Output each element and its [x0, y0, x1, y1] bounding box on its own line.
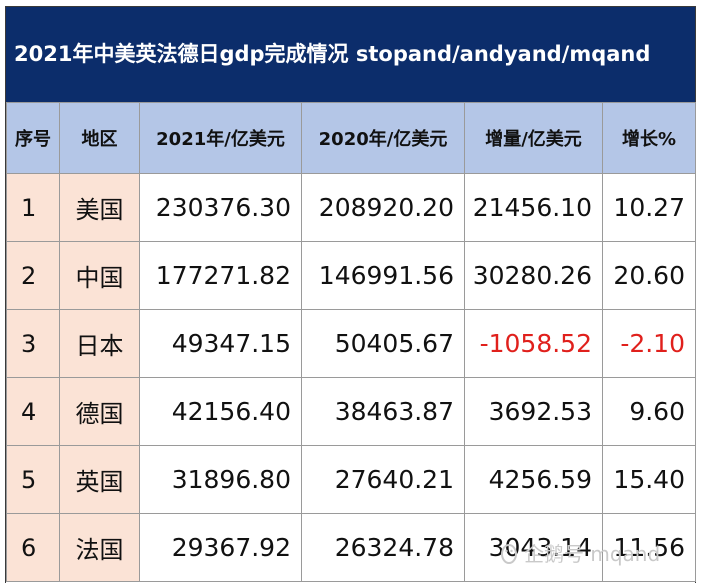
- header-cell-region[interactable]: 地区: [59, 102, 140, 174]
- cell-region[interactable]: 中国: [59, 241, 140, 310]
- table-row: 2 中国 177271.82 146991.56 30280.26 20.60: [6, 241, 696, 310]
- cell-2021[interactable]: 230376.30: [139, 173, 302, 242]
- header-cell-index[interactable]: 序号: [6, 102, 60, 174]
- cell-2021[interactable]: 177271.82: [139, 241, 302, 310]
- cell-2020[interactable]: 50405.67: [301, 309, 465, 378]
- spreadsheet-sheet: 2021年中美英法德日gdp完成情况 stopand/andyand/mqand…: [5, 6, 696, 583]
- cell-index[interactable]: 6: [6, 513, 60, 582]
- cell-region[interactable]: 英国: [59, 445, 140, 514]
- cell-region[interactable]: 日本: [59, 309, 140, 378]
- cell-growth-negative[interactable]: -2.10: [602, 309, 696, 378]
- cell-delta[interactable]: 4256.59: [464, 445, 603, 514]
- watermark: 企鹅号 mqand: [498, 538, 660, 567]
- cell-index[interactable]: 5: [6, 445, 60, 514]
- cell-2021[interactable]: 31896.80: [139, 445, 302, 514]
- table-row: 1 美国 230376.30 208920.20 21456.10 10.27: [6, 173, 696, 242]
- cell-2020[interactable]: 26324.78: [301, 513, 465, 582]
- gdp-table: 序号 地区 2021年/亿美元 2020年/亿美元 增量/亿美元 增长% 1 美…: [6, 102, 696, 582]
- cell-index[interactable]: 1: [6, 173, 60, 242]
- cell-2021[interactable]: 42156.40: [139, 377, 302, 446]
- header-cell-2020[interactable]: 2020年/亿美元: [301, 102, 465, 174]
- penguin-icon: [498, 542, 520, 564]
- table-row: 6 法国 29367.92 26324.78 3043.14 11.56: [6, 513, 696, 582]
- cell-growth[interactable]: 9.60: [602, 377, 696, 446]
- cell-2020[interactable]: 38463.87: [301, 377, 465, 446]
- table-row: 3 日本 49347.15 50405.67 -1058.52 -2.10: [6, 309, 696, 378]
- cell-region[interactable]: 德国: [59, 377, 140, 446]
- cell-index[interactable]: 3: [6, 309, 60, 378]
- cell-growth[interactable]: 20.60: [602, 241, 696, 310]
- cell-2020[interactable]: 208920.20: [301, 173, 465, 242]
- cell-delta[interactable]: 3692.53: [464, 377, 603, 446]
- header-cell-growth[interactable]: 增长%: [602, 102, 696, 174]
- cell-2020[interactable]: 146991.56: [301, 241, 465, 310]
- cell-growth[interactable]: 11.56: [602, 513, 696, 582]
- table-title: 2021年中美英法德日gdp完成情况 stopand/andyand/mqand: [6, 7, 695, 102]
- cell-region[interactable]: 法国: [59, 513, 140, 582]
- watermark-text: 企鹅号 mqand: [524, 542, 661, 566]
- header-cell-delta[interactable]: 增量/亿美元: [464, 102, 603, 174]
- cell-delta[interactable]: 3043.14: [464, 513, 603, 582]
- cell-index[interactable]: 2: [6, 241, 60, 310]
- cell-2021[interactable]: 29367.92: [139, 513, 302, 582]
- cell-region[interactable]: 美国: [59, 173, 140, 242]
- table-row: 5 英国 31896.80 27640.21 4256.59 15.40: [6, 445, 696, 514]
- cell-index[interactable]: 4: [6, 377, 60, 446]
- cell-delta[interactable]: 21456.10: [464, 173, 603, 242]
- table-row: 4 德国 42156.40 38463.87 3692.53 9.60: [6, 377, 696, 446]
- cell-growth[interactable]: 10.27: [602, 173, 696, 242]
- cell-2020[interactable]: 27640.21: [301, 445, 465, 514]
- cell-delta-negative[interactable]: -1058.52: [464, 309, 603, 378]
- header-row: 序号 地区 2021年/亿美元 2020年/亿美元 增量/亿美元 增长%: [6, 102, 696, 174]
- cell-growth[interactable]: 15.40: [602, 445, 696, 514]
- cell-2021[interactable]: 49347.15: [139, 309, 302, 378]
- cell-delta[interactable]: 30280.26: [464, 241, 603, 310]
- header-cell-2021[interactable]: 2021年/亿美元: [139, 102, 302, 174]
